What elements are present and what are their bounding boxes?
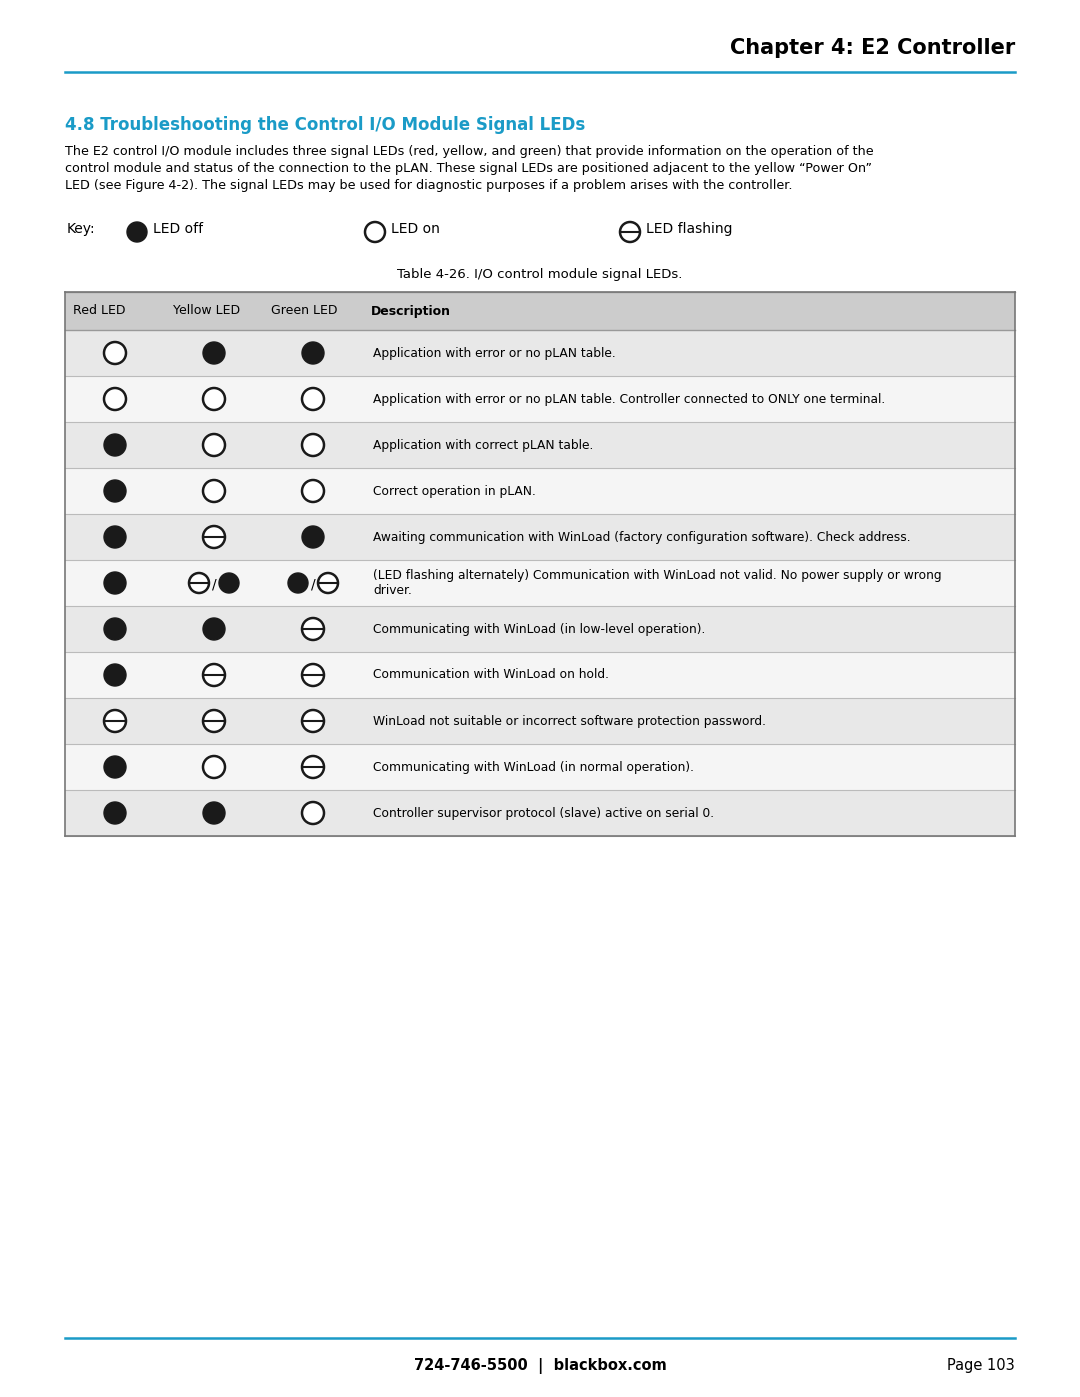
Circle shape	[127, 222, 147, 242]
Circle shape	[104, 527, 126, 548]
Text: Yellow LED: Yellow LED	[173, 305, 240, 317]
Circle shape	[189, 573, 210, 592]
Circle shape	[302, 756, 324, 778]
Circle shape	[288, 573, 308, 592]
Circle shape	[203, 664, 225, 686]
Text: LED flashing: LED flashing	[646, 222, 732, 236]
Circle shape	[365, 222, 384, 242]
Text: Controller supervisor protocol (slave) active on serial 0.: Controller supervisor protocol (slave) a…	[373, 806, 714, 820]
Circle shape	[302, 664, 324, 686]
Circle shape	[203, 434, 225, 455]
Circle shape	[104, 481, 126, 502]
Circle shape	[203, 617, 225, 640]
Text: Key:: Key:	[67, 222, 96, 236]
Circle shape	[203, 756, 225, 778]
Circle shape	[302, 481, 324, 502]
Text: driver.: driver.	[373, 584, 411, 597]
Circle shape	[203, 527, 225, 548]
Circle shape	[203, 481, 225, 502]
Circle shape	[104, 756, 126, 778]
Text: Communicating with WinLoad (in normal operation).: Communicating with WinLoad (in normal op…	[373, 760, 694, 774]
Circle shape	[302, 434, 324, 455]
Bar	[65, 606, 1015, 652]
Circle shape	[219, 573, 239, 592]
Text: /: /	[311, 577, 315, 591]
Text: LED off: LED off	[153, 222, 203, 236]
Text: The E2 control I/O module includes three signal LEDs (red, yellow, and green) th: The E2 control I/O module includes three…	[65, 145, 874, 158]
Circle shape	[104, 571, 126, 594]
Circle shape	[302, 527, 324, 548]
Circle shape	[104, 342, 126, 365]
Circle shape	[104, 388, 126, 409]
Text: Correct operation in pLAN.: Correct operation in pLAN.	[373, 485, 536, 497]
Circle shape	[302, 617, 324, 640]
Text: control module and status of the connection to the pLAN. These signal LEDs are p: control module and status of the connect…	[65, 162, 872, 175]
Circle shape	[104, 802, 126, 824]
Circle shape	[302, 802, 324, 824]
Text: LED (see Figure 4-2). The signal LEDs may be used for diagnostic purposes if a p: LED (see Figure 4-2). The signal LEDs ma…	[65, 179, 793, 191]
Bar	[65, 422, 1015, 468]
Text: /: /	[212, 577, 216, 591]
Circle shape	[302, 342, 324, 365]
Text: Communicating with WinLoad (in low-level operation).: Communicating with WinLoad (in low-level…	[373, 623, 705, 636]
Text: Green LED: Green LED	[271, 305, 337, 317]
Text: Application with error or no pLAN table. Controller connected to ONLY one termin: Application with error or no pLAN table.…	[373, 393, 886, 405]
Circle shape	[104, 664, 126, 686]
Text: Application with correct pLAN table.: Application with correct pLAN table.	[373, 439, 593, 451]
Text: (LED flashing alternately) Communication with WinLoad not valid. No power supply: (LED flashing alternately) Communication…	[373, 569, 942, 581]
Circle shape	[104, 617, 126, 640]
Circle shape	[203, 342, 225, 365]
Bar	[65, 292, 1015, 330]
Bar	[65, 745, 1015, 789]
Text: Application with error or no pLAN table.: Application with error or no pLAN table.	[373, 346, 616, 359]
Text: 724-746-5500  |  blackbox.com: 724-746-5500 | blackbox.com	[414, 1358, 666, 1375]
Text: LED on: LED on	[391, 222, 440, 236]
Bar	[65, 652, 1015, 698]
Circle shape	[203, 388, 225, 409]
Circle shape	[302, 388, 324, 409]
Text: Awaiting communication with WinLoad (factory configuration software). Check addr: Awaiting communication with WinLoad (fac…	[373, 531, 910, 543]
Circle shape	[203, 710, 225, 732]
Text: Communication with WinLoad on hold.: Communication with WinLoad on hold.	[373, 669, 609, 682]
Bar	[65, 514, 1015, 560]
Circle shape	[104, 434, 126, 455]
Bar	[65, 560, 1015, 606]
Text: Table 4-26. I/O control module signal LEDs.: Table 4-26. I/O control module signal LE…	[397, 268, 683, 281]
Circle shape	[302, 710, 324, 732]
Bar	[65, 698, 1015, 745]
Circle shape	[203, 802, 225, 824]
Text: Red LED: Red LED	[73, 305, 125, 317]
Bar	[65, 330, 1015, 376]
Text: 4.8 Troubleshooting the Control I/O Module Signal LEDs: 4.8 Troubleshooting the Control I/O Modu…	[65, 116, 585, 134]
Bar	[65, 376, 1015, 422]
Text: WinLoad not suitable or incorrect software protection password.: WinLoad not suitable or incorrect softwa…	[373, 714, 766, 728]
Text: Description: Description	[372, 305, 451, 317]
Bar	[65, 468, 1015, 514]
Circle shape	[104, 710, 126, 732]
Text: Chapter 4: E2 Controller: Chapter 4: E2 Controller	[730, 38, 1015, 59]
Text: Page 103: Page 103	[947, 1358, 1015, 1373]
Circle shape	[318, 573, 338, 592]
Circle shape	[620, 222, 640, 242]
Bar	[65, 789, 1015, 835]
